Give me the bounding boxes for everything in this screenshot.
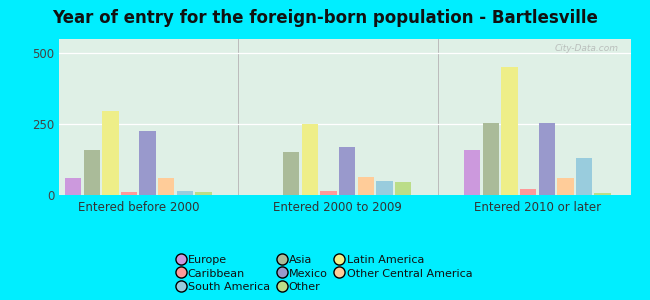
Bar bbox=[557, 178, 573, 195]
Text: City-Data.com: City-Data.com bbox=[555, 44, 619, 53]
Bar bbox=[576, 158, 592, 195]
Bar bbox=[464, 150, 480, 195]
Bar bbox=[177, 191, 193, 195]
Bar bbox=[158, 178, 174, 195]
Bar bbox=[302, 124, 318, 195]
Bar bbox=[84, 150, 100, 195]
Bar bbox=[376, 181, 393, 195]
Bar bbox=[520, 189, 536, 195]
Bar bbox=[538, 123, 555, 195]
Bar bbox=[501, 68, 517, 195]
Legend: Europe, Caribbean, South America, Asia, Mexico, Other, Latin America, Other Cent: Europe, Caribbean, South America, Asia, … bbox=[176, 252, 474, 294]
Bar bbox=[483, 123, 499, 195]
Bar bbox=[358, 177, 374, 195]
Bar bbox=[395, 182, 411, 195]
Bar bbox=[320, 191, 337, 195]
Bar bbox=[594, 193, 611, 195]
Bar bbox=[121, 192, 137, 195]
Bar bbox=[140, 131, 156, 195]
Text: Year of entry for the foreign-born population - Bartlesville: Year of entry for the foreign-born popul… bbox=[52, 9, 598, 27]
Bar bbox=[65, 178, 81, 195]
Bar bbox=[102, 111, 118, 195]
Bar bbox=[339, 147, 356, 195]
Bar bbox=[283, 152, 300, 195]
Bar bbox=[195, 192, 212, 195]
